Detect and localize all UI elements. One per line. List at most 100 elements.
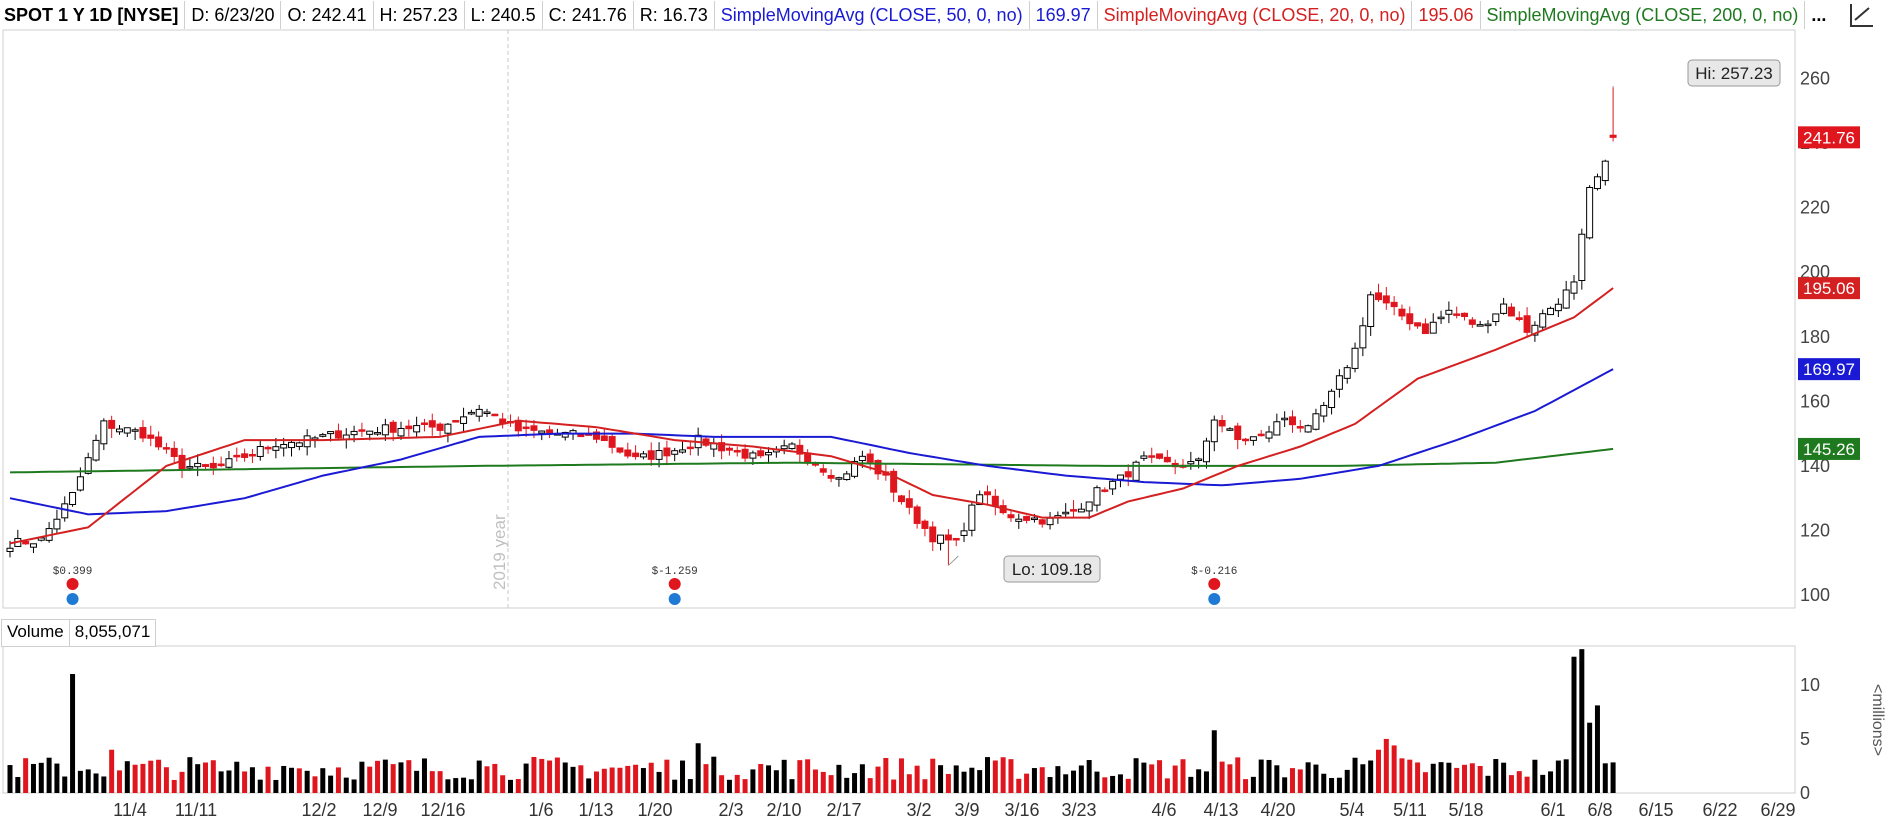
volume-bar [656,771,662,793]
x-tick-label: 4/20 [1260,800,1295,818]
x-tick-label: 6/22 [1702,800,1737,818]
volume-bar [257,779,263,793]
volume-bar [891,779,897,793]
sma20-study-label[interactable]: SimpleMovingAvg (CLOSE, 20, 0, no) [1098,1,1413,29]
date-label: D: 6/23/20 [185,1,282,29]
volume-bar [734,774,740,793]
candle-body [491,413,499,417]
candle-body [1351,347,1359,369]
volume-bar [875,766,881,793]
volume-bar [617,767,623,793]
candle-body [655,450,663,460]
volume-bar [132,764,138,793]
volume-bar [148,760,154,793]
candle-body [1202,440,1210,463]
x-tick-label: 2/17 [826,800,861,818]
volume-bar [898,758,904,793]
x-tick-label: 5/4 [1339,800,1364,818]
sma200-study-label[interactable]: SimpleMovingAvg (CLOSE, 200, 0, no) [1481,1,1806,29]
candle-body [890,470,898,493]
candle-body [69,492,77,506]
candle-body [1007,514,1015,519]
volume-bar [187,757,193,793]
candle-body [522,426,530,430]
candle-body [1507,306,1515,317]
volume-bar [1078,765,1084,793]
candle-body [1101,489,1109,492]
volume-bar [633,764,639,793]
volume-bar [226,770,232,793]
x-tick-label: 6/15 [1638,800,1673,818]
price-tick-label: 180 [1800,327,1830,347]
volume-bar [1571,656,1577,793]
volume-bar [1047,777,1053,793]
sma50-study-label[interactable]: SimpleMovingAvg (CLOSE, 50, 0, no) [715,1,1030,29]
volume-bar [218,771,224,793]
symbol-label[interactable]: SPOT 1 Y 1D [NYSE] [0,1,186,29]
candle-body [483,411,491,415]
candle-body [1077,508,1085,513]
candle-body [22,540,30,545]
candle-body [428,420,436,428]
candle-body [256,446,264,457]
volume-bar [1602,763,1608,793]
volume-bar [1383,738,1389,793]
volume-bar [1055,766,1061,793]
earnings-marker-icon [66,578,79,590]
volume-bar [648,762,654,793]
volume-bar [62,776,68,793]
dividend-marker-icon [668,593,681,605]
volume-bar [234,761,240,793]
candle-body [1586,186,1594,239]
candle-body [1335,375,1343,390]
candle-body [1218,419,1226,427]
volume-bar [320,768,326,793]
candle-body [1015,518,1023,522]
candle-body [381,424,389,436]
volume-bar [914,765,920,793]
x-tick-label: 6/29 [1760,800,1795,818]
volume-bar [1321,773,1327,793]
volume-bar [594,771,599,793]
volume-bar [312,776,318,793]
volume-bar [1227,764,1233,793]
price-tick-label: 160 [1800,391,1830,411]
more-studies-button[interactable]: ... [1811,5,1827,25]
candle-body [1116,474,1124,480]
volume-bar [38,762,44,793]
candle-body [1492,313,1500,323]
candle-body [1343,367,1351,379]
candle-body [960,530,968,536]
candle-body [1140,455,1148,459]
sma50-value: 169.97 [1030,1,1098,29]
volume-bar [562,762,568,793]
candle-body [780,445,788,450]
volume-bar [116,770,122,793]
volume-bar [1446,762,1452,793]
candle-body [593,431,600,440]
candle-body [757,450,765,457]
chart-style-icon[interactable] [1849,2,1875,28]
candle-body [1421,323,1429,335]
candle-body [647,450,655,460]
candle-body [1124,471,1132,478]
volume-header: Volume 8,055,071 [1,619,157,647]
volume-bar [1102,777,1108,793]
x-tick-label: 12/2 [301,800,336,818]
volume-bar [289,767,295,793]
x-tick-label: 4/6 [1151,800,1176,818]
candle-body [76,476,84,491]
close-label: C: 241.76 [543,1,634,29]
candle-body [741,448,749,459]
candle-body [1484,323,1492,327]
x-tick-label: 5/11 [1393,800,1427,818]
lo-callout-leader [948,555,959,566]
volume-bar [273,779,279,793]
candle-body [905,498,913,508]
volume-bar [586,778,592,793]
x-tick-label: 12/16 [420,800,465,818]
volume-bar [304,770,310,793]
last-value-tag [1798,437,1860,460]
volume-bar [156,759,162,793]
